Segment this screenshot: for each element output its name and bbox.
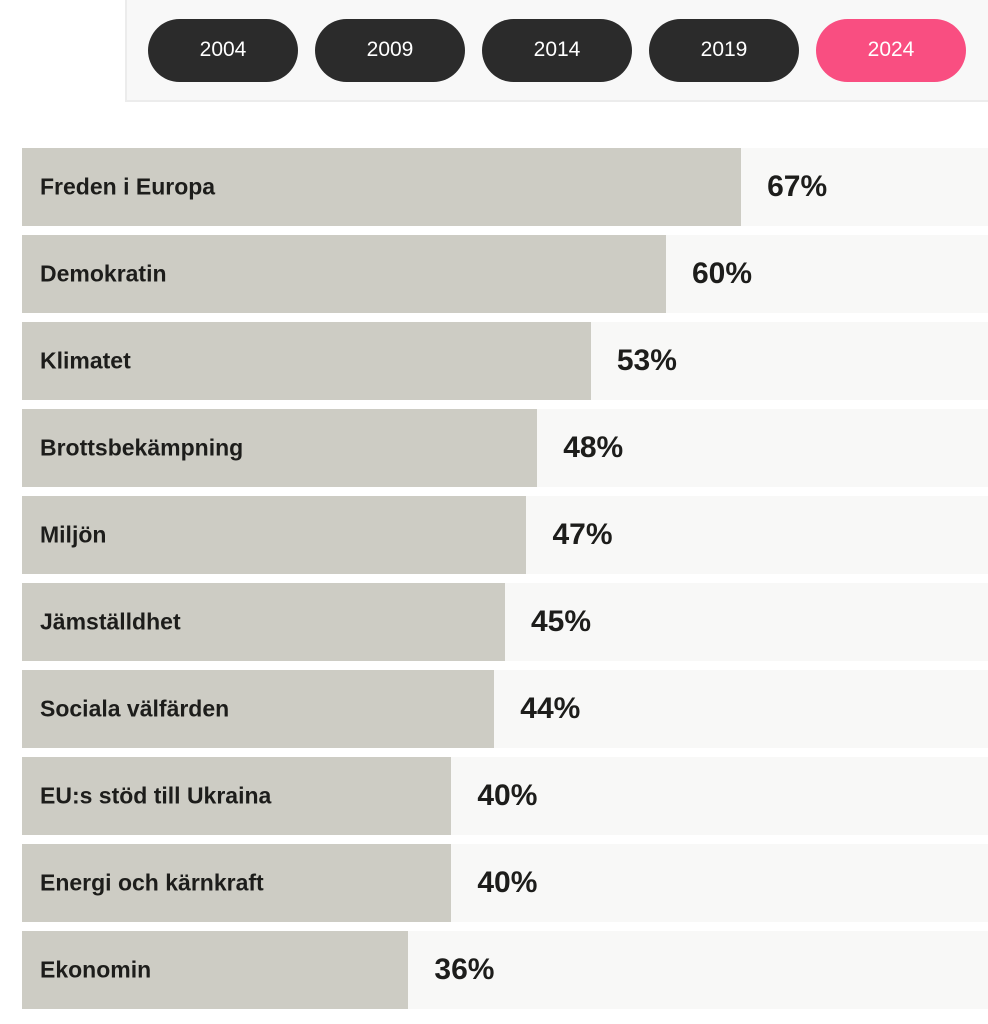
chart-row: Energi och kärnkraft 40% xyxy=(22,844,988,922)
chart-row: Brottsbekämpning 48% xyxy=(22,409,988,487)
bar xyxy=(22,235,666,313)
year-pill-2009[interactable]: 2009 xyxy=(315,18,465,82)
bar xyxy=(22,670,495,748)
bar-chart: Freden i Europa 67% Demokratin 60% Klimatet 5… xyxy=(22,148,988,1018)
bar-value-label: 67% xyxy=(767,170,828,203)
bar xyxy=(22,322,591,400)
bar-value-label: 48% xyxy=(563,431,624,464)
bar-value-label: 44% xyxy=(520,692,581,725)
bar-value-label: 40% xyxy=(477,779,538,812)
bar xyxy=(22,409,538,487)
bar-value-label: 40% xyxy=(477,866,538,899)
bar-value-label: 36% xyxy=(434,953,495,986)
chart-row: Miljön 47% xyxy=(22,496,988,574)
bar-category-label: Energi och kärnkraft xyxy=(40,869,264,896)
bar-category-label: EU:s stöd till Ukraina xyxy=(40,782,272,809)
bar xyxy=(22,931,409,1009)
chart-row: Sociala välfärden 44% xyxy=(22,670,988,748)
bar-category-label: Ekonomin xyxy=(40,956,152,983)
bar-category-label: Demokratin xyxy=(40,260,167,287)
bar-category-label: Klimatet xyxy=(40,347,131,374)
bar-value-label: 60% xyxy=(691,257,753,290)
year-filter-panel: 2004 2009 2014 2019 2024 xyxy=(125,0,988,102)
chart-row: Freden i Europa 67% xyxy=(22,148,988,226)
bar-category-label: Miljön xyxy=(40,521,107,548)
bar-value-label: 47% xyxy=(552,518,613,551)
bar-category-label: Freden i Europa xyxy=(40,173,216,200)
bar-value-label: 45% xyxy=(531,605,592,638)
bar-category-label: Brottsbekämpning xyxy=(40,434,244,461)
chart-row: EU:s stöd till Ukraina 40% xyxy=(22,757,988,835)
year-pill-2014[interactable]: 2014 xyxy=(482,18,632,82)
chart-row: Klimatet 53% xyxy=(22,322,988,400)
year-pill-2024-selected[interactable]: 2024 xyxy=(816,18,966,82)
bar xyxy=(22,148,742,226)
bar xyxy=(22,757,452,835)
bar-category-label: Jämställdhet xyxy=(40,608,181,635)
year-pill-2019[interactable]: 2019 xyxy=(649,18,799,82)
bar-category-label: Sociala välfärden xyxy=(40,695,230,722)
bar xyxy=(22,496,527,574)
bar xyxy=(22,844,452,922)
bar-value-label: 53% xyxy=(616,344,677,377)
chart-row: Jämställdhet 45% xyxy=(22,583,988,661)
chart-row: Demokratin 60% xyxy=(22,235,988,313)
bar xyxy=(22,583,505,661)
year-pill-2004[interactable]: 2004 xyxy=(148,18,298,82)
chart-row: Ekonomin 36% xyxy=(22,931,988,1009)
